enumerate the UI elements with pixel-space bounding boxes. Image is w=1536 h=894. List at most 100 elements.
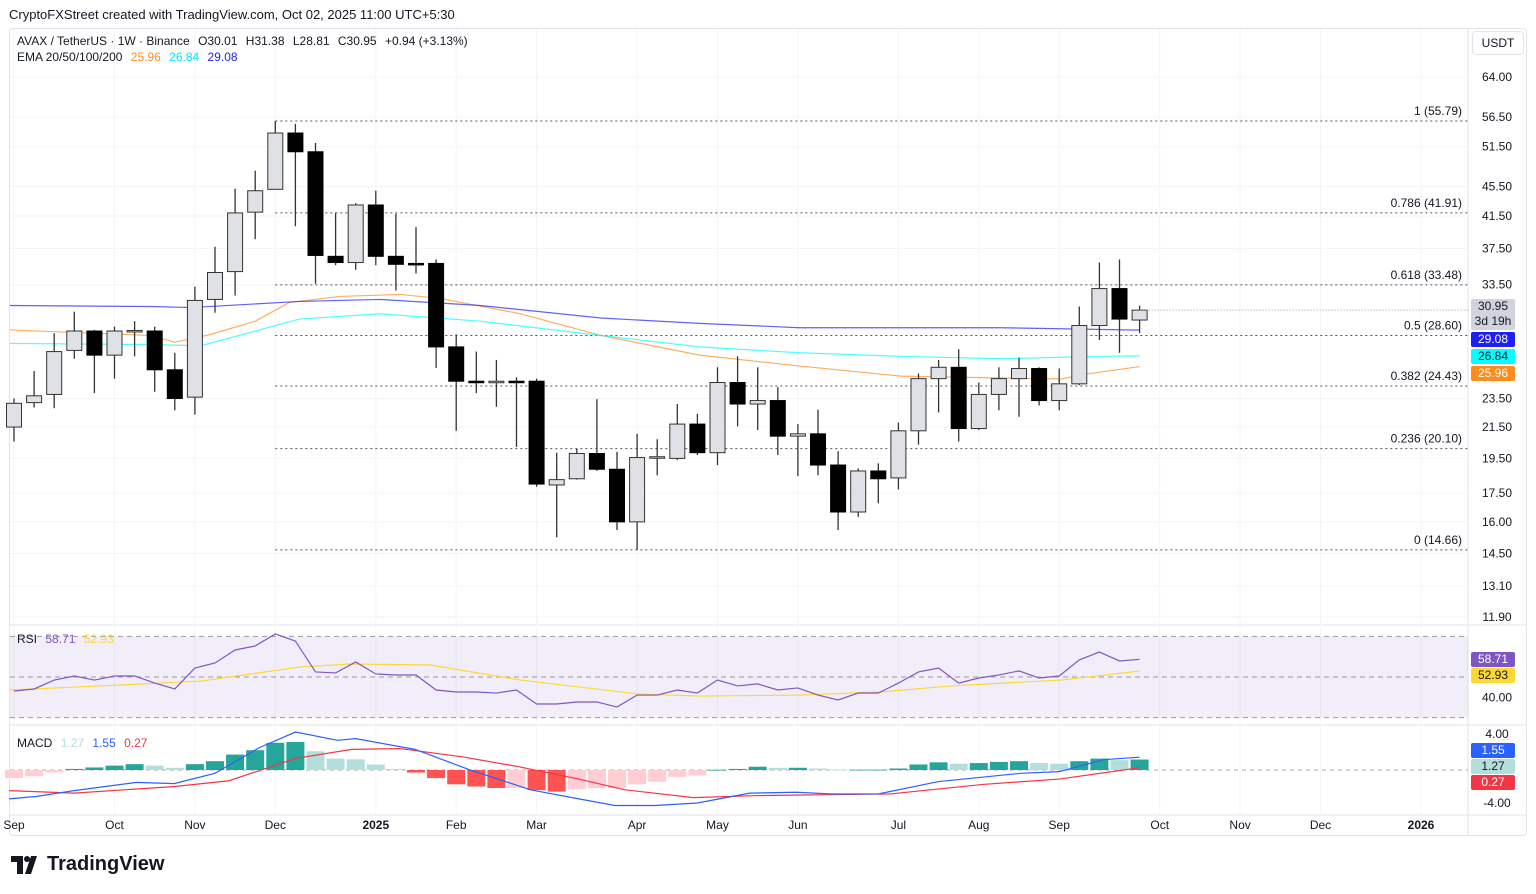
tradingview-logo[interactable]: TradingView (11, 853, 164, 876)
x-axis-tick-label: Apr (628, 818, 647, 832)
last-price: 30.95 (1477, 299, 1509, 313)
candle-body (1031, 368, 1048, 402)
candle-body (408, 262, 424, 266)
candle-body (890, 430, 907, 479)
price-axis-tick-label: 13.10 (1482, 579, 1512, 593)
candle-body (6, 402, 22, 428)
price-axis-tick-label: 23.50 (1482, 392, 1512, 406)
rsi-ma-value: 52.93 (83, 632, 114, 646)
macd-label[interactable]: MACD (17, 736, 53, 750)
candle-body (1071, 325, 1088, 385)
candle (528, 378, 545, 487)
symbol-name[interactable]: AVAX / TetherUS · 1W · Binance (17, 34, 190, 48)
rsi-badge: 58.71 (1471, 652, 1515, 667)
ema200-value: 29.08 (207, 50, 238, 64)
candle (789, 424, 806, 477)
macd-histogram-bar (909, 764, 928, 770)
candle-body (709, 382, 726, 454)
candle-body (1011, 368, 1027, 380)
candle (810, 409, 826, 476)
candle-body (950, 366, 967, 430)
macd-legend: MACD 1.27 1.55 0.27 (17, 736, 152, 750)
candle (850, 468, 867, 517)
x-axis-tick-label: Mar (526, 818, 547, 832)
macd-histogram-bar (668, 770, 687, 777)
candle-body (870, 470, 887, 480)
candle (307, 143, 324, 284)
macd-histogram-bar (125, 764, 144, 770)
candle-body (830, 464, 847, 513)
macd-histogram-bar (5, 770, 23, 779)
candle (950, 349, 967, 442)
macd-histogram-bar (1010, 761, 1028, 770)
macd-histogram-bar (1090, 758, 1109, 770)
candle-body (267, 132, 284, 190)
macd-signal-value: 0.27 (124, 736, 148, 750)
macd-histogram-bar (45, 770, 64, 773)
candle-body (729, 382, 746, 405)
candle (1011, 357, 1027, 417)
macd-histogram-bar (989, 761, 1008, 770)
ema20-value: 25.96 (130, 50, 161, 64)
candle (126, 321, 143, 357)
candle-body (749, 400, 766, 405)
macd-histogram-bar (185, 764, 204, 770)
x-axis-tick-label: Jul (891, 818, 906, 832)
candle-body (990, 378, 1007, 395)
logo-text: TradingView (47, 853, 165, 875)
ohlc-open: O30.01 (198, 34, 238, 48)
macd-hist-badge: 1.27 (1471, 759, 1515, 774)
price-axis-tick-label: 33.50 (1482, 278, 1512, 292)
candle-body (247, 190, 264, 213)
macd-histogram-bar (85, 767, 104, 770)
price-axis-tick-label: 45.50 (1482, 179, 1512, 193)
macd-histogram-bar (587, 770, 606, 789)
candle-body (227, 212, 244, 273)
rsi-label[interactable]: RSI (17, 632, 38, 646)
ema20-badge: 25.96 (1471, 366, 1515, 381)
macd-histogram-bar (165, 767, 184, 770)
rsi-axis-tick-label: 40.00 (1482, 690, 1512, 704)
candle-body (46, 351, 63, 395)
price-axis-tick-label: 56.50 (1482, 110, 1512, 124)
macd-histogram-bar (748, 766, 767, 770)
candle-body (387, 255, 404, 265)
fibonacci-level-label: 0.5 (28.60) (1404, 318, 1462, 332)
x-axis-tick-label: Oct (1150, 818, 1169, 832)
rsi-ma-badge: 52.93 (1471, 668, 1515, 683)
macd-histogram-bar (648, 770, 667, 782)
ohlc-low: L28.81 (292, 34, 330, 48)
candle-body (66, 330, 83, 351)
macd-histogram-bar (386, 768, 405, 770)
x-axis-tick-label: Aug (968, 818, 989, 832)
candle (186, 286, 203, 415)
candle-body (207, 272, 223, 300)
ema-line-ema200 (9, 298, 1140, 331)
candle (428, 259, 445, 368)
price-axis-tick-label: 41.50 (1482, 209, 1512, 223)
candle-body (930, 366, 947, 380)
macd-histogram-bar (145, 765, 164, 770)
candle (86, 329, 103, 394)
macd-histogram-bar (929, 762, 948, 770)
candle (769, 387, 786, 456)
candle-body (327, 255, 344, 264)
candle-body (568, 452, 585, 480)
candle-body (86, 330, 103, 356)
candle (508, 377, 525, 448)
candle (548, 452, 565, 538)
candle (488, 359, 505, 407)
candle (990, 367, 1007, 411)
candle (729, 356, 746, 427)
candle (387, 213, 404, 291)
last-price-badge: 30.95 3d 19h (1471, 299, 1515, 330)
macd-histogram-bar (206, 761, 224, 770)
candle-body (146, 330, 163, 371)
ema200-badge: 29.08 (1471, 332, 1515, 347)
ema-label[interactable]: EMA 20/50/100/200 (17, 50, 123, 64)
currency-button[interactable]: USDT (1472, 31, 1524, 55)
candle (207, 246, 223, 313)
macd-histogram-bar (889, 768, 908, 770)
macd-histogram-bar (286, 741, 305, 770)
